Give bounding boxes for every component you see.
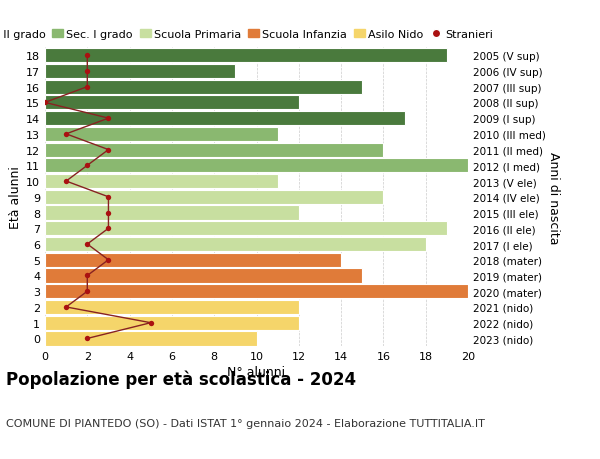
Bar: [45, 316, 299, 330]
Point: [104, 257, 113, 264]
Bar: [45, 80, 362, 95]
Point: [104, 209, 113, 217]
Bar: [45, 128, 278, 142]
Point: [104, 146, 113, 154]
Bar: [45, 159, 468, 173]
Point: [61, 178, 71, 185]
Point: [104, 115, 113, 123]
Bar: [45, 237, 426, 252]
Point: [83, 162, 92, 170]
Bar: [45, 206, 299, 220]
Bar: [45, 253, 341, 267]
Point: [104, 194, 113, 201]
Bar: [45, 143, 383, 157]
Legend: Sec. II grado, Sec. I grado, Scuola Primaria, Scuola Infanzia, Asilo Nido, Stran: Sec. II grado, Sec. I grado, Scuola Prim…: [0, 30, 493, 39]
Point: [83, 84, 92, 91]
Y-axis label: Età alunni: Età alunni: [9, 166, 22, 229]
Point: [146, 319, 155, 327]
Bar: [45, 65, 235, 79]
Point: [83, 335, 92, 342]
Bar: [45, 300, 299, 314]
Point: [104, 225, 113, 232]
Bar: [45, 190, 383, 204]
Bar: [45, 269, 362, 283]
Point: [83, 288, 92, 295]
Text: Popolazione per età scolastica - 2024: Popolazione per età scolastica - 2024: [6, 369, 356, 388]
Point: [61, 303, 71, 311]
Bar: [45, 331, 257, 346]
X-axis label: N° alunni: N° alunni: [227, 365, 286, 379]
Y-axis label: Anni di nascita: Anni di nascita: [547, 151, 560, 244]
Bar: [45, 49, 447, 63]
Point: [40, 100, 50, 107]
Bar: [45, 174, 278, 189]
Bar: [45, 96, 299, 110]
Point: [83, 241, 92, 248]
Bar: [45, 112, 404, 126]
Text: COMUNE DI PIANTEDO (SO) - Dati ISTAT 1° gennaio 2024 - Elaborazione TUTTITALIA.I: COMUNE DI PIANTEDO (SO) - Dati ISTAT 1° …: [6, 418, 485, 428]
Point: [61, 131, 71, 138]
Bar: [45, 285, 468, 299]
Point: [83, 68, 92, 75]
Point: [83, 52, 92, 60]
Bar: [45, 222, 447, 236]
Point: [83, 272, 92, 280]
